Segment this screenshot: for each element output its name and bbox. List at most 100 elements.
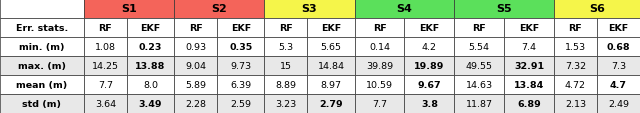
Bar [264, 75, 307, 94]
Text: 3.8: 3.8 [421, 99, 438, 108]
Bar [127, 19, 174, 38]
Text: 13.84: 13.84 [514, 80, 544, 89]
Bar [597, 94, 640, 113]
Bar [307, 75, 355, 94]
Text: 7.7: 7.7 [372, 99, 387, 108]
Bar [84, 94, 127, 113]
Text: 10.59: 10.59 [366, 80, 393, 89]
Bar [554, 19, 597, 38]
Text: 9.73: 9.73 [230, 61, 252, 70]
Bar [174, 38, 217, 56]
Text: RF: RF [568, 24, 582, 33]
Text: 39.89: 39.89 [366, 61, 393, 70]
Text: 2.49: 2.49 [608, 99, 629, 108]
Text: mean (m): mean (m) [17, 80, 68, 89]
Bar [355, 0, 454, 19]
Bar [404, 19, 454, 38]
Text: 0.93: 0.93 [185, 43, 206, 52]
Bar [355, 19, 404, 38]
Text: S6: S6 [589, 4, 605, 14]
Text: 1.08: 1.08 [95, 43, 116, 52]
Bar [504, 38, 554, 56]
Text: 14.84: 14.84 [317, 61, 344, 70]
Bar [0, 38, 84, 56]
Bar [454, 0, 554, 19]
Text: 5.89: 5.89 [185, 80, 206, 89]
Bar [504, 94, 554, 113]
Text: EKF: EKF [609, 24, 628, 33]
Bar [217, 38, 264, 56]
Bar [264, 0, 355, 19]
Text: 15: 15 [280, 61, 292, 70]
Text: S1: S1 [121, 4, 137, 14]
Text: std (m): std (m) [22, 99, 61, 108]
Bar [127, 56, 174, 75]
Bar [454, 75, 504, 94]
Bar [84, 19, 127, 38]
Bar [454, 56, 504, 75]
Text: 7.3: 7.3 [611, 61, 626, 70]
Bar [307, 56, 355, 75]
Text: 6.39: 6.39 [230, 80, 252, 89]
Bar [174, 0, 264, 19]
Bar [554, 94, 597, 113]
Text: 9.04: 9.04 [185, 61, 206, 70]
Bar [307, 19, 355, 38]
Text: 3.49: 3.49 [139, 99, 163, 108]
Text: 14.63: 14.63 [466, 80, 493, 89]
Bar [355, 56, 404, 75]
Bar [127, 75, 174, 94]
Text: 3.23: 3.23 [275, 99, 296, 108]
Text: RF: RF [99, 24, 112, 33]
Text: 19.89: 19.89 [414, 61, 445, 70]
Text: 4.2: 4.2 [422, 43, 437, 52]
Text: 11.87: 11.87 [466, 99, 493, 108]
Bar [0, 94, 84, 113]
Text: 32.91: 32.91 [514, 61, 544, 70]
Bar [554, 56, 597, 75]
Text: RF: RF [279, 24, 292, 33]
Bar [217, 94, 264, 113]
Bar [174, 56, 217, 75]
Text: S4: S4 [397, 4, 412, 14]
Bar [264, 56, 307, 75]
Text: EKF: EKF [321, 24, 341, 33]
Bar [597, 56, 640, 75]
Bar [84, 75, 127, 94]
Text: min. (m): min. (m) [19, 43, 65, 52]
Bar [307, 94, 355, 113]
Text: 4.7: 4.7 [610, 80, 627, 89]
Text: 8.97: 8.97 [321, 80, 342, 89]
Bar [0, 19, 84, 38]
Bar [217, 56, 264, 75]
Bar [597, 75, 640, 94]
Bar [84, 38, 127, 56]
Text: 8.89: 8.89 [275, 80, 296, 89]
Bar [554, 38, 597, 56]
Text: 0.35: 0.35 [229, 43, 252, 52]
Bar [0, 75, 84, 94]
Text: 0.23: 0.23 [139, 43, 163, 52]
Bar [217, 19, 264, 38]
Text: 7.32: 7.32 [565, 61, 586, 70]
Bar [0, 0, 84, 19]
Bar [597, 19, 640, 38]
Bar [355, 94, 404, 113]
Text: 8.0: 8.0 [143, 80, 158, 89]
Text: S5: S5 [496, 4, 512, 14]
Text: 4.72: 4.72 [565, 80, 586, 89]
Bar [454, 94, 504, 113]
Bar [504, 19, 554, 38]
Text: S2: S2 [211, 4, 227, 14]
Bar [504, 75, 554, 94]
Bar [404, 56, 454, 75]
Bar [174, 19, 217, 38]
Text: RF: RF [372, 24, 387, 33]
Text: S3: S3 [301, 4, 317, 14]
Text: 6.89: 6.89 [517, 99, 541, 108]
Text: 49.55: 49.55 [466, 61, 493, 70]
Text: Err. stats.: Err. stats. [16, 24, 68, 33]
Bar [404, 75, 454, 94]
Bar [355, 75, 404, 94]
Bar [0, 56, 84, 75]
